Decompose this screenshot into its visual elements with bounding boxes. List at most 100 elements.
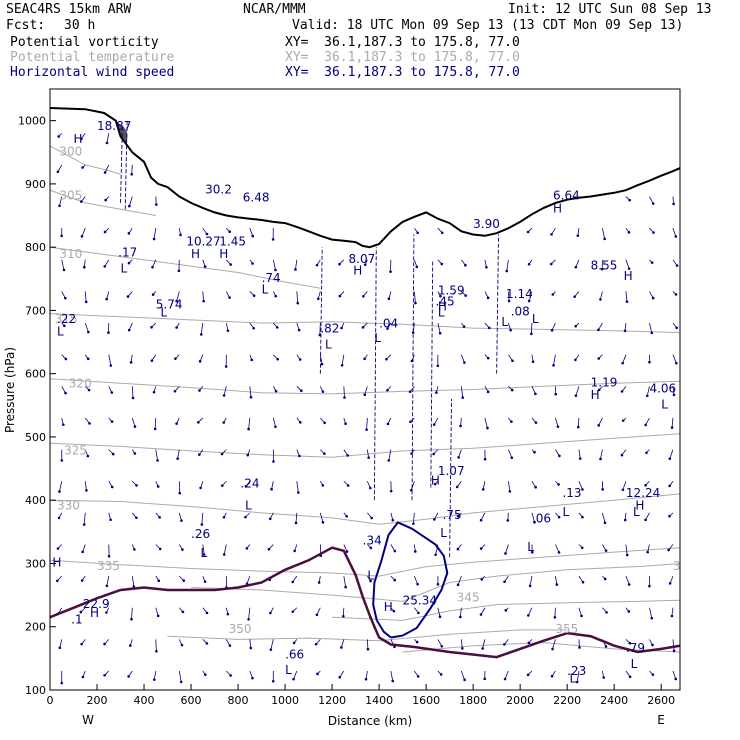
- wind-arrow-head: [627, 610, 631, 613]
- y-tick-label: 600: [25, 368, 46, 381]
- wind-min-marker: L: [160, 306, 167, 320]
- wind-value-label: .24: [240, 477, 259, 491]
- wind-min-marker: L: [374, 331, 381, 345]
- wind-arrow: [223, 544, 227, 555]
- wind-arrow: [598, 417, 603, 426]
- wind-min-marker: L: [527, 540, 534, 554]
- wind-arrow: [482, 481, 486, 490]
- wind-arrow-head: [153, 678, 156, 681]
- wind-arrow-head: [668, 484, 671, 488]
- wind-arrow-head: [393, 578, 397, 582]
- wind-arrow-head: [56, 547, 60, 550]
- wind-arrow-head: [410, 452, 413, 455]
- wind-arrow-head: [202, 299, 205, 303]
- wind-arrow-head: [175, 326, 178, 329]
- wind-arrow-head: [58, 490, 61, 493]
- wind-arrow-head: [158, 516, 161, 519]
- wind-arrow: [461, 670, 465, 680]
- wind-arrow-head: [366, 647, 370, 651]
- wind-arrow-head: [226, 329, 230, 332]
- wind-arrow-head: [434, 553, 437, 557]
- wind-arrow-head: [387, 297, 391, 301]
- wind-value-label: .45: [436, 294, 455, 308]
- wind-arrow-head: [668, 457, 672, 460]
- wind-arrow-head: [60, 459, 64, 462]
- wind-arrow: [551, 322, 556, 331]
- wind-arrow-head: [456, 583, 460, 587]
- wind-arrow-head: [130, 172, 134, 176]
- wind-arrow-head: [292, 677, 295, 681]
- wind-max-marker: H: [635, 499, 644, 513]
- field-theta-xy: XY= 36.1,187.3 to 175.8, 77.0: [285, 50, 520, 65]
- terrain-line: [50, 107, 680, 249]
- wind-arrow: [649, 607, 653, 619]
- wind-arrow-head: [432, 452, 435, 456]
- wind-streak: [449, 398, 452, 558]
- wind-arrow-head: [507, 299, 511, 303]
- wind-arrow: [482, 639, 486, 649]
- wind-arrow-head: [244, 485, 248, 488]
- wind-arrow-head: [155, 649, 158, 653]
- wind-arrow: [202, 291, 205, 302]
- wind-arrow-head: [81, 550, 84, 554]
- wind-arrow-head: [269, 611, 272, 615]
- wind-arrow-head: [531, 360, 535, 364]
- wind-arrow-head: [389, 489, 393, 493]
- wind-arrow-head: [412, 522, 415, 525]
- theta-contour-325: [50, 433, 680, 458]
- wind-arrow: [672, 639, 675, 651]
- wind-arrow-head: [675, 326, 678, 330]
- wind-arrow: [202, 544, 205, 555]
- wind-arrow-head: [534, 421, 538, 424]
- theta-contour-345: [332, 599, 680, 621]
- wind-arrow-head: [365, 428, 368, 431]
- wind-arrow-head: [651, 296, 655, 300]
- wind-arrow-head: [152, 390, 156, 394]
- wind-arrow-head: [479, 613, 483, 616]
- wind-arrow-head: [574, 265, 578, 269]
- wind-arrow: [343, 386, 345, 398]
- wind-max-marker: H: [438, 299, 447, 313]
- wind-arrow-head: [226, 612, 230, 616]
- wind-value-label: .08: [511, 304, 530, 318]
- wind-arrow-head: [597, 357, 601, 360]
- wind-arrow-head: [86, 357, 90, 361]
- wind-arrow-head: [550, 233, 553, 236]
- wind-arrow-head: [526, 673, 530, 677]
- wind-arrow-head: [509, 328, 512, 332]
- wind-arrow-head: [244, 515, 247, 519]
- wind-arrow-head: [436, 583, 440, 586]
- wind-arrow-head: [503, 643, 506, 646]
- wind-arrow-head: [557, 551, 561, 554]
- wind-arrow-head: [199, 333, 203, 336]
- wind-arrow-head: [627, 231, 631, 234]
- wind-arrow-head: [439, 673, 443, 676]
- wind-arrow: [625, 575, 630, 585]
- wind-arrow: [83, 512, 86, 525]
- wind-arrow: [106, 133, 110, 144]
- wind-value-label: 22.9: [83, 597, 110, 611]
- wind-arrow: [413, 291, 416, 304]
- wind-arrow: [59, 639, 63, 648]
- wind-arrow-head: [367, 456, 370, 459]
- wind-arrow-head: [670, 426, 674, 429]
- wind-arrow-head: [386, 388, 389, 392]
- wind-arrow: [249, 386, 252, 398]
- wind-arrow: [131, 417, 136, 427]
- wind-arrow-head: [340, 326, 343, 330]
- wind-arrow-head: [574, 324, 578, 328]
- wind-arrow-head: [127, 328, 131, 332]
- wind-arrow-head: [369, 579, 372, 583]
- wind-arrow-head: [314, 642, 318, 646]
- wind-arrow-head: [668, 582, 672, 585]
- wind-value-label: 10.27: [186, 234, 220, 248]
- wind-arrow: [131, 164, 133, 175]
- wind-max-marker: H: [52, 556, 61, 570]
- wind-arrow-head: [392, 609, 396, 613]
- wind-arrow-head: [411, 331, 415, 334]
- x-tick-label: 400: [134, 694, 155, 707]
- wind-arrow-head: [581, 580, 585, 584]
- wind-arrow-head: [620, 453, 624, 457]
- wind-arrow-head: [274, 268, 277, 272]
